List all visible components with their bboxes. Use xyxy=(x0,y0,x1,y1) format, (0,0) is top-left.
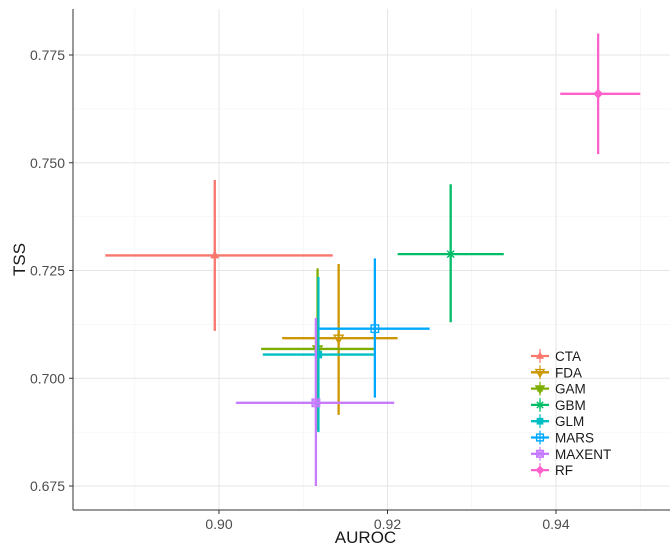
y-tick-label: 0.725 xyxy=(30,263,65,279)
legend-item: MARS xyxy=(531,431,594,446)
y-axis-title: TSS xyxy=(10,243,29,276)
legend-label: GLM xyxy=(555,414,584,429)
y-tick-label: 0.675 xyxy=(30,478,65,494)
x-tick-label: 0.94 xyxy=(542,516,569,532)
y-tick-label: 0.700 xyxy=(30,370,65,386)
x-axis-title: AUROC xyxy=(335,528,396,547)
legend-label: GAM xyxy=(555,382,586,397)
y-tick-label: 0.775 xyxy=(30,47,65,63)
legend-label: MAXENT xyxy=(555,447,611,462)
y-tick-label: 0.750 xyxy=(30,155,65,171)
legend-label: GBM xyxy=(555,398,586,413)
point-marker xyxy=(446,249,456,259)
legend-label: MARS xyxy=(555,431,594,446)
legend-label: FDA xyxy=(555,365,582,380)
point-marker xyxy=(537,418,544,425)
x-tick-label: 0.90 xyxy=(205,516,232,532)
point-marker xyxy=(536,400,545,409)
legend-label: CTA xyxy=(555,349,581,364)
legend-label: RF xyxy=(555,463,573,478)
